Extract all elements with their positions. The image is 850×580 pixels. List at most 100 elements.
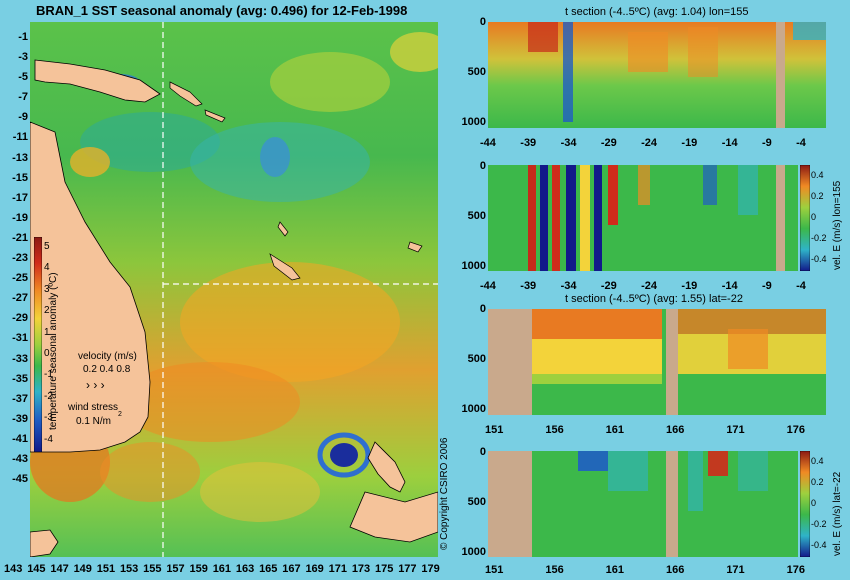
panel2-colorbar-tick: 0.4 — [811, 170, 824, 180]
panel3-x-tick: 151 — [485, 424, 504, 436]
panel3-y-tick: 0 — [479, 303, 486, 315]
colorbar-tick: -1 — [44, 369, 53, 381]
panel1-temp-section-lon155[interactable] — [488, 22, 826, 128]
lat-tick: -45 — [12, 473, 28, 486]
panel3-y-tick: 500 — [467, 353, 486, 365]
panel3-x-tick: 161 — [605, 424, 625, 436]
panel4-y-axis: 0 500 1000 — [454, 446, 486, 558]
panel1-y-tick: 500 — [467, 66, 486, 78]
lat-tick: -39 — [12, 412, 28, 425]
panel2-x-tick: -39 — [520, 280, 537, 292]
lon-tick: 163 — [235, 563, 255, 575]
panel2-y-tick: 0 — [479, 160, 486, 172]
panel3-y-tick: 1000 — [461, 403, 486, 415]
panel1-y-tick: 0 — [479, 16, 486, 28]
panel4-colorbar-tick: 0.2 — [811, 477, 824, 487]
panel1-x-tick: -14 — [721, 137, 738, 149]
lon-tick: 167 — [282, 563, 301, 575]
panel2-y-axis: 0 500 1000 — [454, 160, 486, 272]
velocity-arrows-icon: › › › — [86, 378, 105, 392]
panel1-x-tick: -24 — [641, 137, 658, 149]
panel1-x-axis: -44 -39 -34 -29 -24 -19 -14 -9 -4 — [480, 137, 806, 149]
wind-scale: 0.1 N/m — [76, 416, 112, 427]
panel1-y-axis: 0 500 1000 — [454, 16, 486, 128]
map-colorbar — [34, 237, 42, 452]
panel4-side-label: vel. E (m/s) lat=-22 — [832, 471, 843, 556]
panel1-x-tick: -29 — [600, 137, 617, 149]
panel1-x-tick: -9 — [761, 137, 772, 149]
panel2-colorbar — [800, 165, 810, 271]
panel1-x-tick: -34 — [560, 137, 577, 149]
lat-tick: -3 — [18, 51, 28, 64]
panel3-x-tick: 176 — [786, 424, 805, 436]
lat-tick: -33 — [12, 352, 28, 365]
map-lon-axis: 143 145 147 149 151 153 155 157 159 161 163 165 167 1… — [4, 563, 440, 575]
lat-tick: -27 — [12, 292, 28, 305]
lon-tick: 145 — [27, 563, 46, 575]
panel2-colorbar-tick: 0 — [811, 212, 817, 222]
lat-tick: -13 — [12, 151, 28, 164]
colorbar-tick: -2 — [44, 390, 53, 402]
panel4-x-axis: 151 156 161 166 171 176 — [485, 564, 805, 576]
panel2-y-tick: 1000 — [461, 260, 486, 272]
panel2-x-tick: -4 — [796, 280, 806, 292]
panel4-colorbar-tick: -0.4 — [811, 540, 827, 550]
lon-tick: 175 — [375, 563, 394, 575]
panel4-y-tick: 500 — [467, 496, 486, 508]
panel4-x-tick: 156 — [545, 564, 564, 576]
panel4-velocity-section-lat22[interactable] — [488, 451, 798, 557]
panel3-x-tick: 166 — [665, 424, 685, 436]
wind-scale-superscript: 2 — [118, 411, 122, 418]
panel2-colorbar-tick: -0.4 — [811, 254, 827, 264]
lon-tick: 169 — [305, 563, 324, 575]
velocity-label: velocity (m/s) — [78, 351, 137, 362]
panel1-title: t section (-4..5ºC) (avg: 1.04) lon=155 — [565, 6, 749, 18]
sst-anomaly-map[interactable] — [30, 22, 438, 557]
map-colorbar-ticks: 5 4 3 2 1 0 -1 -2 -3 -4 — [44, 236, 53, 450]
panel4-colorbar-tick: -0.2 — [811, 519, 827, 529]
colorbar-tick: -4 — [44, 433, 53, 445]
panel1-y-tick: 1000 — [461, 116, 486, 128]
copyright-text: © Copyright CSIRO 2006 — [439, 437, 450, 550]
panel2-x-tick: -9 — [761, 280, 772, 292]
colorbar-tick: 0 — [44, 348, 50, 360]
panel4-x-tick: 166 — [665, 564, 685, 576]
colorbar-tick: 1 — [44, 326, 50, 338]
panel2-colorbar-tick: 0.2 — [811, 191, 824, 201]
panel4-colorbar-tick: 0.4 — [811, 456, 824, 466]
lat-tick: -29 — [12, 312, 28, 325]
panel1-x-tick: -44 — [480, 137, 496, 149]
colorbar-tick: 3 — [44, 283, 50, 295]
lat-tick: -23 — [12, 252, 28, 265]
main-title: BRAN_1 SST seasonal anomaly (avg: 0.496)… — [36, 3, 408, 18]
lat-tick: -41 — [12, 432, 28, 445]
panel4-x-tick: 151 — [485, 564, 504, 576]
lon-tick: 157 — [166, 563, 185, 575]
panel4-colorbar-tick: 0 — [811, 498, 817, 508]
map-lat-axis: -1 -3 -5 -7 -9 -11 -13 -15 -17 -19 -21 -23 -25 -27 -29… — [2, 27, 28, 489]
lat-tick: -17 — [12, 191, 28, 204]
lon-tick: 159 — [189, 563, 208, 575]
lat-tick: -31 — [12, 332, 28, 345]
panel2-velocity-section-lon155[interactable] — [488, 165, 798, 271]
lat-tick: -7 — [18, 91, 28, 104]
lat-tick: -21 — [12, 231, 28, 244]
lat-tick: -35 — [12, 372, 28, 385]
lon-tick: 153 — [119, 563, 139, 575]
lat-tick: -15 — [12, 171, 28, 184]
panel2-x-tick: -29 — [600, 280, 617, 292]
panel3-x-tick: 171 — [726, 424, 745, 436]
lon-tick: 143 — [4, 563, 23, 575]
panel2-x-tick: -44 — [480, 280, 496, 292]
panel4-y-tick: 1000 — [461, 546, 486, 558]
panel2-x-tick: -19 — [681, 280, 698, 292]
panel2-x-tick: -24 — [641, 280, 658, 292]
panel4-y-tick: 0 — [479, 446, 486, 458]
panel1-x-tick: -4 — [796, 137, 806, 149]
panel3-x-tick: 156 — [545, 424, 564, 436]
lon-tick: 177 — [398, 563, 417, 575]
wind-label: wind stress — [68, 402, 119, 413]
panel3-temp-section-lat22[interactable] — [488, 309, 826, 415]
lon-tick: 149 — [73, 563, 92, 575]
panel4-x-tick: 176 — [786, 564, 805, 576]
